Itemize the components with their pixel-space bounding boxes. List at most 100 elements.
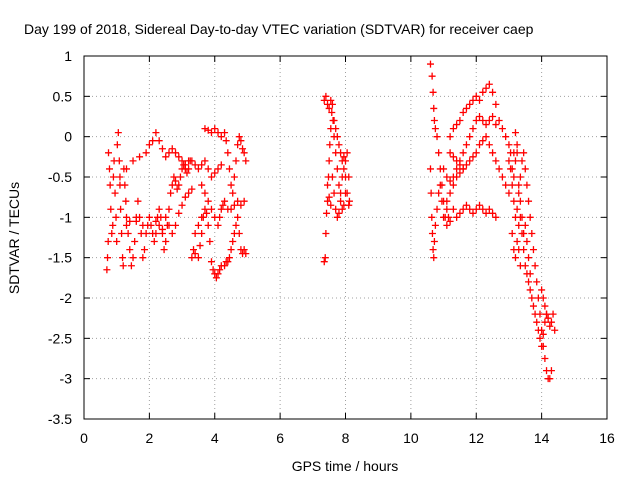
- data-point: [337, 197, 345, 205]
- data-point: [162, 238, 170, 246]
- data-point: [443, 221, 451, 229]
- data-point: [479, 88, 487, 96]
- data-point: [136, 213, 144, 221]
- data-point: [541, 355, 549, 362]
- y-tick-label: -3: [60, 371, 73, 387]
- data-point: [122, 197, 130, 205]
- data-point: [446, 133, 454, 141]
- data-point: [515, 181, 523, 189]
- data-point: [489, 149, 497, 157]
- data-point: [139, 221, 147, 229]
- data-point: [207, 205, 215, 213]
- data-point: [211, 125, 219, 133]
- data-point: [511, 129, 519, 137]
- data-point: [178, 157, 186, 165]
- data-point: [104, 238, 112, 246]
- data-point: [531, 262, 539, 270]
- data-point: [526, 213, 534, 221]
- data-point: [229, 189, 237, 197]
- data-point: [234, 141, 242, 149]
- y-tick-label: -3.5: [48, 411, 72, 427]
- data-point: [489, 113, 497, 120]
- data-point: [515, 221, 523, 229]
- data-point: [337, 149, 345, 157]
- data-point: [462, 201, 470, 209]
- data-point: [327, 96, 335, 104]
- data-point: [207, 129, 215, 137]
- data-point: [326, 141, 334, 149]
- data-point: [321, 254, 329, 262]
- data-point: [431, 125, 439, 133]
- data-point: [134, 197, 142, 205]
- data-point: [237, 201, 245, 209]
- data-point: [203, 209, 211, 217]
- data-point: [459, 205, 467, 213]
- data-point: [230, 173, 238, 181]
- data-point: [106, 181, 114, 189]
- data-point: [508, 229, 516, 237]
- data-point: [155, 221, 163, 229]
- data-point: [221, 129, 229, 137]
- data-point: [237, 137, 245, 145]
- x-tick-label: 4: [211, 430, 219, 446]
- data-point: [207, 258, 215, 266]
- data-point: [111, 189, 119, 197]
- data-point: [129, 157, 137, 165]
- data-point: [520, 149, 528, 157]
- data-point: [140, 246, 148, 254]
- data-point: [515, 189, 523, 197]
- data-point: [176, 173, 184, 181]
- data-point: [160, 246, 168, 254]
- data-point: [505, 141, 513, 149]
- data-point: [115, 157, 123, 165]
- data-point: [194, 165, 202, 173]
- data-point: [453, 121, 461, 129]
- data-point: [147, 221, 155, 229]
- x-tick-label: 16: [599, 430, 615, 446]
- data-point: [332, 205, 340, 213]
- data-point: [446, 149, 454, 157]
- data-point: [515, 246, 523, 254]
- data-point: [472, 205, 480, 213]
- data-point: [152, 217, 160, 225]
- data-point: [436, 181, 444, 189]
- y-tick-label: -2: [60, 290, 73, 306]
- data-point: [214, 270, 222, 278]
- data-point: [333, 133, 341, 141]
- data-point: [492, 100, 500, 108]
- data-point: [544, 314, 552, 322]
- y-tick-label: 1: [64, 48, 72, 64]
- data-point: [181, 193, 189, 201]
- data-point: [462, 161, 470, 169]
- data-point: [345, 197, 353, 205]
- data-point: [325, 104, 333, 112]
- data-point: [543, 310, 551, 318]
- data-point: [510, 149, 518, 157]
- y-axis-tick-labels: -3.5 -3 -2.5 -2 -1.5 -1 -0.5 0 0.5 1: [48, 48, 72, 427]
- data-point: [495, 117, 503, 125]
- data-point: [547, 318, 555, 326]
- data-point: [114, 129, 122, 137]
- y-tick-label: -0.5: [48, 169, 72, 185]
- data-point: [214, 165, 222, 173]
- data-point: [521, 165, 529, 173]
- data-point: [132, 217, 140, 225]
- data-point: [526, 286, 534, 294]
- data-point: [444, 213, 452, 221]
- data-point: [320, 96, 328, 104]
- data-point: [113, 141, 121, 149]
- data-point: [324, 181, 332, 189]
- x-tick-label: 12: [468, 430, 484, 446]
- data-point: [529, 246, 537, 254]
- data-point: [198, 161, 206, 169]
- data-point: [201, 189, 209, 197]
- data-point: [224, 149, 232, 157]
- x-axis-label: GPS time / hours: [292, 458, 399, 474]
- data-point: [525, 278, 533, 286]
- data-point: [534, 326, 542, 334]
- data-point: [227, 246, 235, 254]
- data-point: [235, 133, 243, 141]
- data-point: [526, 270, 534, 278]
- data-point: [209, 266, 217, 274]
